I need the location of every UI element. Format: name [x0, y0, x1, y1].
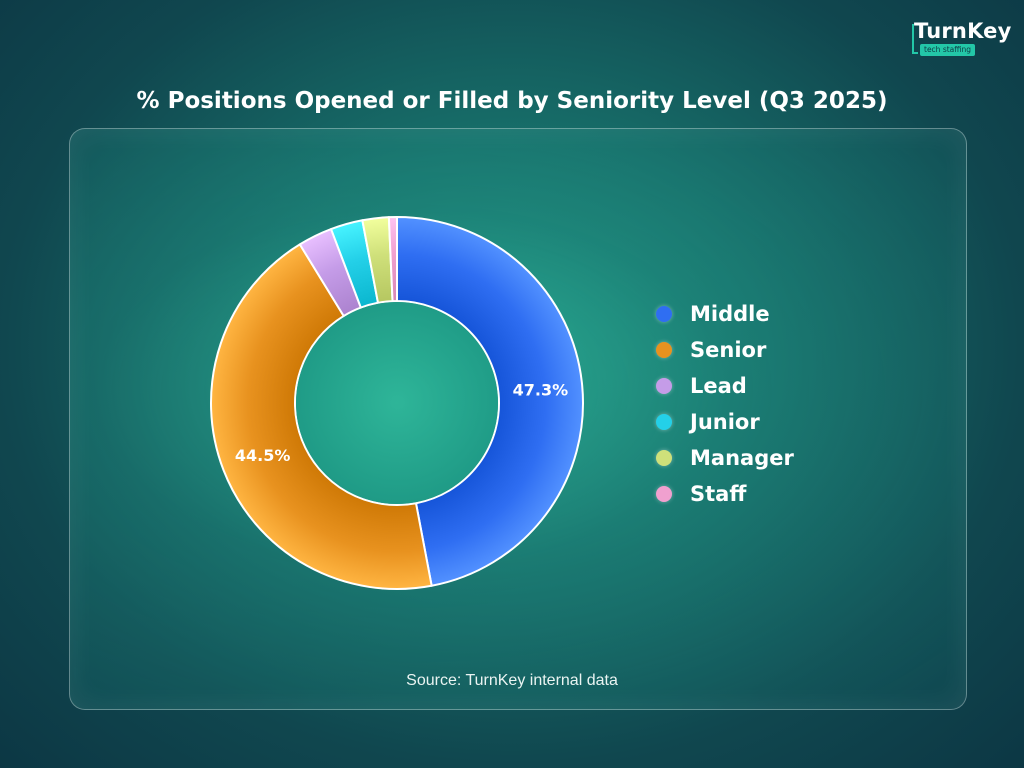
donut-hole [296, 302, 498, 504]
source-note: Source: TurnKey internal data [406, 672, 618, 689]
legend-label-manager: Manager [690, 446, 794, 470]
chart-title: % Positions Opened or Filled by Seniorit… [136, 88, 888, 114]
donut-slice-middle [396, 216, 585, 587]
legend-label-staff: Staff [690, 482, 747, 506]
legend-label-senior: Senior [690, 338, 767, 362]
legend-swatch-senior [656, 342, 672, 358]
legend-item-middle: Middle [656, 296, 876, 332]
chart-legend: Middle Senior Lead Junior Manager Staff [656, 296, 876, 512]
legend-item-staff: Staff [656, 476, 876, 512]
brand-name: TurnKey [914, 19, 1012, 43]
legend-swatch-manager [656, 450, 672, 466]
legend-label-lead: Lead [690, 374, 747, 398]
donut-slice-senior [210, 243, 433, 590]
brand-tagline: tech staffing [920, 44, 976, 56]
legend-item-lead: Lead [656, 368, 876, 404]
legend-item-senior: Senior [656, 332, 876, 368]
legend-swatch-middle [656, 306, 672, 322]
legend-label-middle: Middle [690, 302, 770, 326]
data-label-senior: 44.5% [235, 446, 291, 465]
data-label-middle: 47.3% [513, 381, 569, 400]
legend-swatch-junior [656, 414, 672, 430]
legend-item-junior: Junior [656, 404, 876, 440]
logo-bracket-mark [912, 24, 918, 54]
legend-item-manager: Manager [656, 440, 876, 476]
brand-logo: TurnKey tech staffing [912, 18, 1011, 60]
legend-swatch-staff [656, 486, 672, 502]
legend-swatch-lead [656, 378, 672, 394]
donut-slice-staff [387, 216, 398, 303]
legend-label-junior: Junior [690, 410, 760, 434]
